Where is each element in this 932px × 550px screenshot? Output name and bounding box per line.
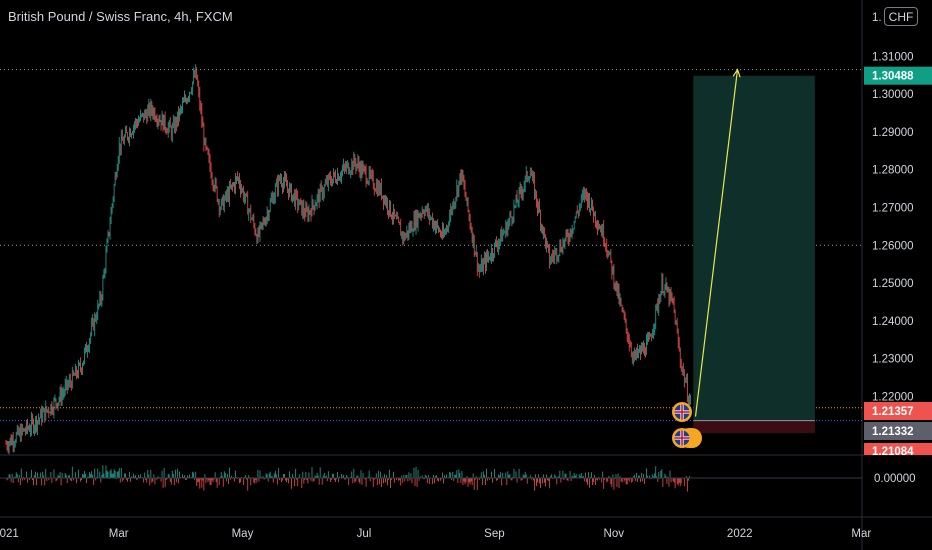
entry-price-badge-bg xyxy=(864,402,932,420)
x-tick-label: Sep xyxy=(484,528,504,540)
uk-flag-icon[interactable] xyxy=(672,428,692,448)
stop-zone xyxy=(693,420,815,434)
chart-title: British Pound / Swiss Franc, 4h, FXCM xyxy=(8,9,233,24)
x-tick-label: Mar xyxy=(851,528,871,540)
y-tick-label: 1.27000 xyxy=(872,202,914,214)
y-tick-label: 1.29000 xyxy=(872,127,914,139)
entry-price-badge: 1.21357 xyxy=(872,406,914,418)
projection-arrow xyxy=(694,69,739,417)
last-price-badge-bg xyxy=(864,422,932,440)
y-tick-label: 1.23000 xyxy=(872,354,914,366)
oscillator-zero-label: 0.00000 xyxy=(874,473,916,485)
y-tick-label: 1.31000 xyxy=(872,51,914,63)
x-tick-label: 2021 xyxy=(0,528,19,540)
y-tick-label: 1.24000 xyxy=(872,316,914,328)
y-tick-label: 1.25000 xyxy=(872,278,914,290)
x-tick-label: Mar xyxy=(109,528,129,540)
y-tick-label: 1.26000 xyxy=(872,240,914,252)
y-tick-label: 1.22000 xyxy=(872,391,914,403)
x-tick-label: 2022 xyxy=(727,528,753,540)
stop-price-badge: 1.21084 xyxy=(872,446,914,458)
last-price-badge: 1.21332 xyxy=(872,426,914,438)
target-zone xyxy=(693,75,815,421)
target-price-badge-bg xyxy=(864,66,932,85)
stop-price-badge-bg xyxy=(864,443,932,455)
target-price-badge: 1.30488 xyxy=(872,71,914,83)
currency-prefix: 1. xyxy=(872,12,882,24)
flag-cross-red-v xyxy=(681,404,683,420)
y-tick-label: 1.30000 xyxy=(872,89,914,101)
uk-flag-icon[interactable] xyxy=(672,402,692,422)
arrow-head xyxy=(732,68,741,78)
x-tick-label: May xyxy=(232,528,254,540)
flag-cross-red-v xyxy=(681,430,683,446)
currency-badge[interactable]: CHF xyxy=(884,7,918,26)
x-tick-label: Jul xyxy=(357,528,372,540)
y-tick-label: 1.28000 xyxy=(872,165,914,177)
x-tick-label: Nov xyxy=(604,528,625,540)
